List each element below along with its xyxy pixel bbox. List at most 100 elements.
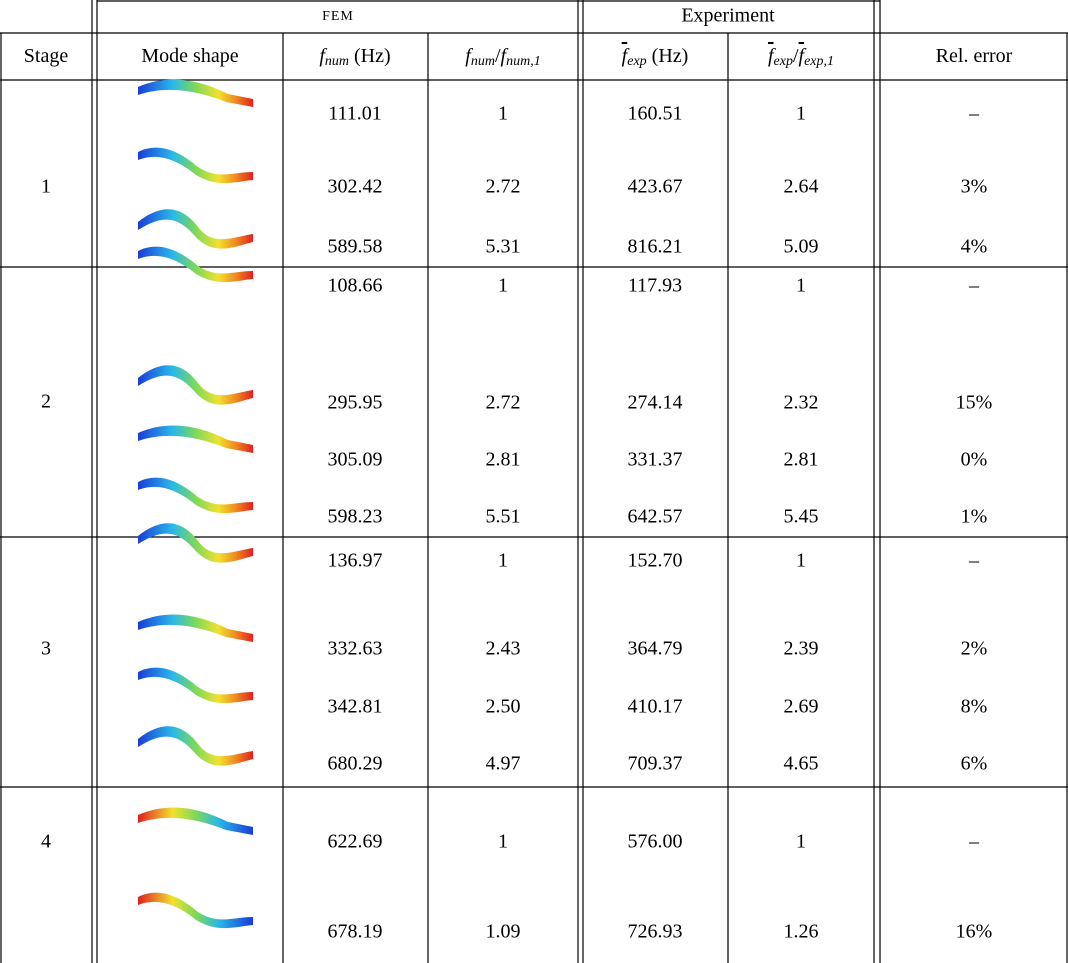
- cell: 2.72: [486, 392, 521, 414]
- mode-shape-body: [138, 726, 253, 766]
- cell: 4.97: [486, 753, 521, 775]
- column-header: fnum/fnum,1: [465, 45, 540, 70]
- cell: 0%: [961, 449, 988, 471]
- column-header: fexp/fexp,1: [768, 45, 834, 70]
- mode-shape: [138, 614, 253, 642]
- cell: 1: [796, 275, 806, 297]
- header-part: (Hz): [349, 45, 391, 67]
- cell: 726.93: [628, 921, 683, 943]
- header-part: Stage: [24, 45, 69, 67]
- cell: 678.19: [328, 921, 383, 943]
- cell: 642.57: [628, 506, 683, 528]
- cell: 6%: [961, 753, 988, 775]
- cell: 2.43: [486, 638, 521, 660]
- group-header: Experiment: [681, 5, 775, 27]
- cell: 1: [796, 550, 806, 572]
- cell: 3%: [961, 176, 988, 198]
- mode-shape: [138, 667, 253, 704]
- cell: 2.39: [784, 638, 819, 660]
- cell: 1: [796, 103, 806, 125]
- cell: 410.17: [628, 696, 683, 718]
- cell: –: [968, 831, 980, 853]
- cell: 111.01: [328, 103, 382, 125]
- group-header: FEM: [322, 9, 354, 24]
- stage-label: 3: [41, 638, 51, 660]
- header-part: num,1: [506, 54, 541, 69]
- cell: 16%: [956, 921, 993, 943]
- header-part: Mode shape: [141, 45, 238, 67]
- cell: 1: [498, 275, 508, 297]
- mode-shape-body: [138, 79, 253, 107]
- header-part: (Hz): [647, 45, 689, 67]
- cell: 160.51: [628, 103, 683, 125]
- cell: 680.29: [328, 753, 383, 775]
- mode-shape-body: [138, 209, 253, 249]
- mode-shape: [138, 726, 253, 766]
- mode-shape: [138, 79, 253, 107]
- mode-shape: [138, 892, 253, 929]
- mode-shape: [138, 365, 253, 405]
- header-part: f: [622, 45, 630, 67]
- mode-shape: [138, 807, 253, 835]
- column-header: fnum (Hz): [319, 45, 390, 70]
- mode-shape-body: [138, 365, 253, 405]
- header-part: exp: [774, 54, 793, 69]
- header-part: f: [501, 45, 509, 67]
- cell: 816.21: [628, 236, 683, 258]
- header-part: num: [471, 54, 495, 69]
- mode-shape-body: [138, 477, 253, 514]
- mode-shape-body: [138, 614, 253, 642]
- cell: 598.23: [328, 506, 383, 528]
- cell: 5.31: [486, 236, 521, 258]
- cell: 1: [498, 831, 508, 853]
- cell: 1: [796, 831, 806, 853]
- mode-shape-body: [138, 147, 253, 184]
- cell: 108.66: [328, 275, 383, 297]
- cell: 364.79: [628, 638, 683, 660]
- cell: 332.63: [328, 638, 383, 660]
- mode-shape: [138, 425, 253, 453]
- mode-shape-body: [138, 892, 253, 929]
- cell: 423.67: [628, 176, 683, 198]
- cell: 331.37: [628, 449, 683, 471]
- cell: 295.95: [328, 392, 383, 414]
- cell: 2.32: [784, 392, 819, 414]
- mode-shape-body: [138, 523, 253, 563]
- cell: 342.81: [328, 696, 383, 718]
- cell: 576.00: [628, 831, 683, 853]
- cell: 274.14: [628, 392, 683, 414]
- column-header: fexp (Hz): [622, 45, 689, 70]
- column-header: Mode shape: [141, 45, 238, 67]
- header-part: f: [319, 45, 327, 67]
- header-part: /: [793, 45, 799, 67]
- cell: 117.93: [628, 275, 682, 297]
- cell: 305.09: [328, 449, 383, 471]
- cell: 709.37: [628, 753, 683, 775]
- cell: 2.64: [784, 176, 819, 198]
- header-part: exp: [627, 54, 646, 69]
- cell: 152.70: [628, 550, 683, 572]
- stage-label: 1: [41, 176, 51, 198]
- cell: 5.45: [784, 506, 819, 528]
- header-part: Rel. error: [936, 45, 1013, 67]
- cell: 5.09: [784, 236, 819, 258]
- cell: 8%: [961, 696, 988, 718]
- mode-shape-body: [138, 807, 253, 835]
- cell: 589.58: [328, 236, 383, 258]
- cell: –: [968, 275, 980, 297]
- stage-label: 2: [41, 391, 51, 413]
- header-part: f: [799, 45, 807, 67]
- cell: 1%: [961, 506, 988, 528]
- column-header: Rel. error: [936, 45, 1013, 67]
- mode-shape-body: [138, 425, 253, 453]
- cell: –: [968, 103, 980, 125]
- cell: –: [968, 550, 980, 572]
- header-part: f: [768, 45, 776, 67]
- mode-shape: [138, 209, 253, 249]
- cell: 1.09: [486, 921, 521, 943]
- column-header: Stage: [24, 45, 69, 67]
- cell: 2.50: [486, 696, 521, 718]
- cell: 1: [498, 550, 508, 572]
- mode-shape-body: [138, 246, 253, 283]
